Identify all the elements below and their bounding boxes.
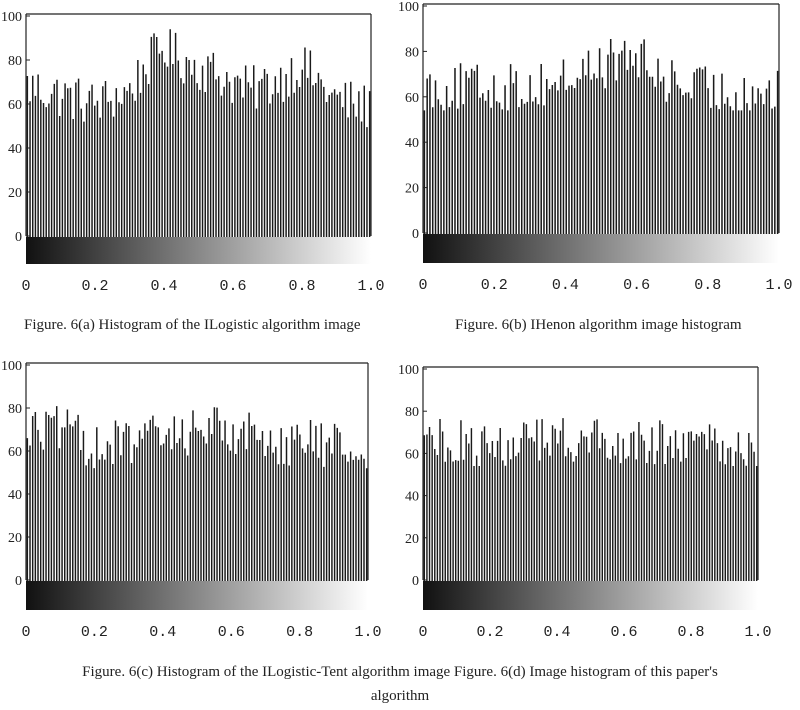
- x-tick-label: 0: [21, 278, 30, 295]
- x-tick-label: 1.0: [765, 277, 792, 294]
- x-tick-label: 0.6: [219, 278, 246, 295]
- x-tick-label: 0.4: [149, 624, 176, 641]
- x-tick-label: 0.8: [694, 277, 721, 294]
- y-tick-label: 60: [405, 447, 419, 462]
- x-tick-label: 0: [21, 624, 30, 641]
- x-tick-label: 0.2: [476, 624, 503, 641]
- x-tick-label: 0.6: [218, 624, 245, 641]
- axes-a: [25, 13, 372, 236]
- bars-c: [26, 406, 368, 610]
- x-tick-label: 0.4: [552, 277, 579, 294]
- y-tick-label: 100: [1, 10, 22, 25]
- x-tick-label: 1.0: [354, 624, 381, 641]
- x-ticks-b: 0 0.2 0.4 0.6 0.8 1.0: [418, 277, 792, 294]
- y-tick-label: 40: [405, 136, 419, 151]
- y-tick-label: 0: [412, 227, 419, 242]
- y-tick-label: 20: [8, 186, 22, 201]
- x-tick-label: 0.4: [150, 278, 177, 295]
- y-tick-label: 20: [405, 532, 419, 547]
- y-tick-label: 80: [8, 54, 22, 69]
- caption-cd-line1: Figure. 6(c) Histogram of the ILogistic-…: [82, 664, 718, 680]
- x-ticks-a: 0 0.2 0.4 0.6 0.8 1.0: [21, 278, 384, 295]
- x-tick-label: 1.0: [357, 278, 384, 295]
- y-tick-label: 0: [15, 230, 22, 245]
- y-tick-label: 40: [405, 490, 419, 505]
- x-ticks-c: 0 0.2 0.4 0.6 0.8 1.0: [21, 624, 381, 641]
- y-ticks-d: 0 20 40 60 80 100: [398, 363, 427, 589]
- y-tick-label: 100: [398, 363, 419, 378]
- x-tick-label: 0.6: [623, 277, 650, 294]
- x-tick-label: 0.2: [81, 624, 108, 641]
- caption-a: Figure. 6(a) Histogram of the ILogistic …: [24, 317, 361, 333]
- y-tick-label: 20: [8, 531, 22, 546]
- x-tick-label: 0.2: [81, 278, 108, 295]
- x-tick-label: 0.6: [610, 624, 637, 641]
- gray-colorbar: [423, 234, 779, 263]
- gray-colorbar: [26, 237, 371, 264]
- y-tick-label: 40: [8, 488, 22, 503]
- y-tick-label: 80: [8, 402, 22, 417]
- x-tick-label: 0: [418, 277, 427, 294]
- gray-colorbar: [26, 581, 368, 610]
- x-tick-label: 0.2: [481, 277, 508, 294]
- y-ticks-a: 0 20 40 60 80 100: [1, 10, 30, 245]
- y-tick-label: 100: [398, 0, 419, 15]
- y-ticks-b: 0 20 40 60 80 100: [398, 0, 427, 242]
- axes-d: [422, 366, 759, 580]
- x-tick-label: 0.8: [286, 624, 313, 641]
- y-tick-label: 100: [1, 359, 22, 374]
- y-tick-label: 60: [8, 98, 22, 113]
- caption-b: Figure. 6(b) IHenon algorithm image hist…: [455, 317, 742, 333]
- y-tick-label: 60: [8, 445, 22, 460]
- y-tick-label: 40: [8, 142, 22, 157]
- axes-c: [25, 362, 369, 580]
- gray-colorbar: [423, 581, 758, 610]
- x-tick-label: 0.4: [543, 624, 570, 641]
- axes-b: [422, 3, 780, 233]
- caption-cd-line2: algorithm: [370, 688, 430, 704]
- x-tick-label: 0: [418, 624, 427, 641]
- x-tick-label: 1.0: [744, 624, 771, 641]
- x-ticks-d: 0 0.2 0.4 0.6 0.8 1.0: [418, 624, 771, 641]
- y-ticks-c: 0 20 40 60 80 100: [1, 359, 30, 589]
- x-tick-label: 0.8: [288, 278, 315, 295]
- y-tick-label: 60: [405, 91, 419, 106]
- x-tick-label: 0.8: [677, 624, 704, 641]
- y-tick-label: 0: [15, 574, 22, 589]
- bars-b: [423, 39, 779, 263]
- y-tick-label: 20: [405, 182, 419, 197]
- y-tick-label: 80: [405, 45, 419, 60]
- y-tick-label: 0: [412, 574, 419, 589]
- y-tick-label: 80: [405, 405, 419, 420]
